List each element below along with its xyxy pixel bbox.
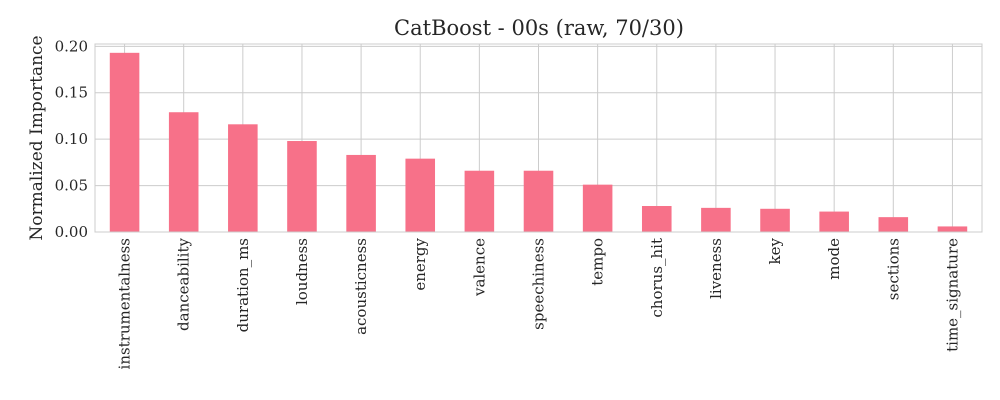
- x-tick-label: key: [766, 237, 784, 264]
- x-tick-label: valence: [470, 238, 488, 297]
- y-tick-label: 0.10: [55, 130, 88, 148]
- bar-instrumentalness: [109, 52, 140, 233]
- x-tick-label: sections: [884, 238, 902, 300]
- y-tick-label: 0.05: [55, 177, 88, 195]
- x-tick-label: acousticness: [352, 238, 370, 335]
- y-axis-label: Normalized Importance: [27, 35, 47, 240]
- chart-title: CatBoost - 00s (raw, 70/30): [394, 16, 684, 40]
- bars: [109, 52, 968, 233]
- bar-valence: [464, 170, 495, 232]
- x-tick-label: duration_ms: [234, 238, 252, 332]
- bar-liveness: [701, 207, 731, 232]
- x-tick-label: danceability: [175, 237, 193, 330]
- bar-key: [760, 208, 790, 232]
- bar-chorus_hit: [641, 206, 672, 232]
- x-tick-label: loudness: [293, 238, 311, 305]
- x-tick-label: time_signature: [943, 238, 961, 352]
- bar-speechiness: [523, 170, 554, 232]
- x-tick-label: chorus_hit: [648, 238, 666, 318]
- x-tick-label: instrumentalness: [116, 238, 134, 369]
- y-tick-label: 0.00: [55, 223, 88, 241]
- bar-danceability: [168, 112, 199, 232]
- bar-duration_ms: [228, 124, 258, 232]
- plot-frame: [94, 43, 983, 233]
- y-tick-labels: 0.00 0.05 0.10 0.15 0.20: [55, 37, 88, 241]
- bar-mode: [819, 211, 849, 232]
- bar-time_signature: [937, 226, 968, 232]
- x-tick-label: mode: [825, 238, 843, 280]
- y-tick-label: 0.15: [55, 84, 88, 102]
- x-tick-label: energy: [411, 237, 429, 290]
- bar-sections: [878, 217, 909, 232]
- x-tick-label: liveness: [707, 238, 725, 299]
- x-tick-label: tempo: [589, 238, 607, 286]
- bar-energy: [405, 158, 436, 232]
- bar-tempo: [582, 184, 613, 232]
- x-tick-labels: instrumentalness danceability duration_ms l…: [116, 237, 962, 369]
- x-tick-label: speechiness: [530, 238, 548, 330]
- y-tick-label: 0.20: [55, 37, 88, 55]
- bar-loudness: [287, 141, 317, 232]
- bar-acousticness: [346, 154, 376, 232]
